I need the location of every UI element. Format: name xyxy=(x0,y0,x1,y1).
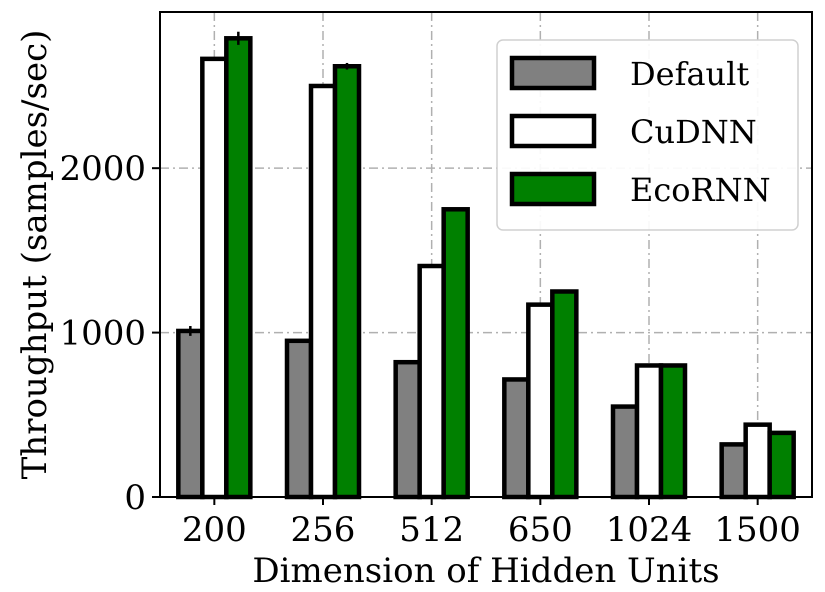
bar-default-1500 xyxy=(719,442,748,500)
legend-label-cudnn: CuDNN xyxy=(630,113,757,151)
x-axis-ticks: 200 256 512 650 1024 1500 xyxy=(182,497,801,550)
legend: Default CuDNN EcoRNN xyxy=(496,39,799,231)
bar-cudnn-1024 xyxy=(634,363,664,500)
bar-cudnn-650 xyxy=(526,302,555,500)
x-axis-title: Dimension of Hidden Units xyxy=(252,551,719,591)
bar-ecornn-256 xyxy=(332,64,362,500)
y-axis-title: Throughput (samples/sec) xyxy=(15,30,55,480)
bar-cudnn-1500 xyxy=(743,422,772,500)
bar-default-512 xyxy=(393,359,422,500)
x-tick-label-256: 256 xyxy=(291,510,356,550)
legend-swatch-default xyxy=(509,55,597,91)
x-tick-label-1500: 1500 xyxy=(714,510,801,550)
legend-swatch-ecornn xyxy=(509,171,597,207)
y-axis-ticks: 0 1000 2000 xyxy=(59,149,160,518)
bar-ecornn-1024 xyxy=(658,363,688,500)
x-tick-label-200: 200 xyxy=(182,510,247,550)
bar-default-200 xyxy=(176,328,205,500)
y-tick-label-2000: 2000 xyxy=(59,149,146,189)
error-bars xyxy=(189,31,349,336)
bar-default-650 xyxy=(502,377,531,500)
plot-frame xyxy=(159,11,813,498)
x-tick-label-650: 650 xyxy=(508,510,573,550)
y-tick-label-0: 0 xyxy=(124,478,146,518)
bar-cudnn-256 xyxy=(308,83,338,500)
bars xyxy=(176,36,796,500)
legend-label-default: Default xyxy=(630,55,749,93)
bar-ecornn-1500 xyxy=(767,430,796,500)
bar-default-1024 xyxy=(610,404,640,500)
bar-cudnn-512 xyxy=(417,263,446,500)
bar-cudnn-200 xyxy=(200,56,229,500)
legend-label-ecornn: EcoRNN xyxy=(630,171,771,209)
y-tick-label-1000: 1000 xyxy=(59,314,146,354)
bar-default-256 xyxy=(284,338,314,500)
bar-ecornn-200 xyxy=(224,36,253,500)
x-tick-label-512: 512 xyxy=(399,510,464,550)
x-tick-label-1024: 1024 xyxy=(606,510,693,550)
bar-ecornn-512 xyxy=(441,207,470,500)
legend-swatch-cudnn xyxy=(509,113,597,149)
bar-ecornn-650 xyxy=(550,289,579,500)
